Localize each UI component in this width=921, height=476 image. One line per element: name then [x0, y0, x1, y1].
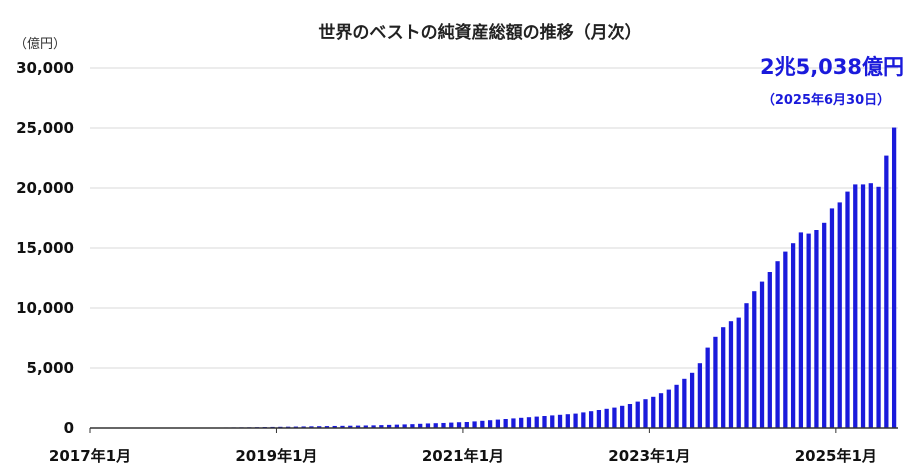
bar: [511, 418, 516, 428]
bar: [565, 414, 570, 428]
y-tick-label: 25,000: [16, 119, 74, 137]
bar: [301, 426, 306, 428]
y-axis-unit-label: （億円）: [14, 36, 66, 52]
bar: [790, 243, 796, 428]
bar: [363, 425, 368, 428]
bar: [410, 424, 415, 428]
bar: [814, 230, 819, 428]
bar: [542, 416, 547, 428]
bar: [728, 321, 734, 428]
annotation-value-label: 2兆5,038億円: [760, 55, 904, 79]
bar: [472, 421, 477, 428]
bar: [355, 425, 361, 428]
bar: [581, 412, 586, 428]
bar: [480, 420, 485, 428]
bar: [721, 327, 726, 428]
y-tick-label: 15,000: [16, 239, 74, 257]
bar: [689, 372, 695, 428]
bar: [752, 291, 757, 428]
bar: [441, 422, 446, 428]
bar: [456, 422, 462, 428]
bar: [651, 396, 656, 428]
bar: [853, 184, 858, 428]
bar: [526, 417, 532, 428]
x-tick-label: 2025年1月: [795, 447, 877, 465]
bar: [666, 389, 671, 428]
bar: [573, 413, 578, 428]
bar: [487, 420, 493, 428]
bar: [884, 155, 889, 428]
bar: [394, 424, 400, 428]
x-tick-label: 2019年1月: [235, 447, 317, 465]
bar: [620, 405, 625, 428]
bar: [340, 425, 345, 428]
annotation-date-label: （2025年6月30日）: [762, 92, 890, 108]
bar: [845, 191, 850, 428]
bar: [402, 424, 407, 428]
bar: [767, 272, 772, 428]
bar: [557, 414, 563, 428]
bar-series: [169, 127, 897, 428]
bar: [759, 281, 765, 428]
bar: [829, 208, 835, 428]
bar: [837, 202, 842, 428]
bar: [386, 424, 392, 428]
y-tick-label: 30,000: [16, 59, 74, 77]
bar: [503, 419, 508, 428]
x-tick-label: 2021年1月: [422, 447, 504, 465]
bar: [713, 336, 718, 428]
y-tick-label: 10,000: [16, 299, 74, 317]
bar: [806, 233, 811, 428]
bar: [464, 422, 469, 428]
bar: [744, 303, 749, 428]
bar: [433, 423, 438, 428]
bar: [876, 186, 881, 428]
bar: [332, 425, 337, 428]
bar: [736, 317, 741, 428]
bar: [596, 410, 602, 428]
y-tick-labels: 0 5,000 10,000 15,000 20,000 25,000 30,000: [16, 59, 74, 437]
x-tick-labels: 2017年1月 2019年1月 2021年1月 2023年1月 2025年1月: [49, 428, 877, 465]
bar: [449, 422, 454, 428]
bar: [705, 347, 710, 428]
bar: [643, 399, 648, 428]
bar: [783, 251, 788, 428]
bar: [379, 425, 384, 428]
x-tick-label: 2023年1月: [608, 447, 690, 465]
bar: [371, 425, 376, 428]
bar: [495, 419, 501, 428]
y-tick-label: 0: [64, 419, 74, 437]
bar: [635, 401, 640, 428]
bar: [418, 423, 423, 428]
bar: [324, 426, 330, 428]
bar: [775, 261, 780, 428]
bar: [682, 378, 687, 428]
bar: [674, 384, 679, 428]
bar: [697, 363, 703, 428]
bar: [627, 404, 633, 428]
bar: [891, 127, 897, 428]
bar: [317, 426, 322, 428]
bar: [550, 415, 555, 428]
bar: [534, 416, 539, 428]
bar: [425, 423, 431, 428]
chart-title: 世界のベストの純資産総額の推移（月次）: [318, 22, 641, 43]
y-tick-label: 5,000: [27, 359, 74, 377]
bar: [798, 232, 804, 428]
bar: [822, 222, 827, 428]
bar: [860, 184, 866, 428]
bar: [588, 411, 594, 428]
bar: [658, 393, 664, 428]
bar: [868, 183, 873, 428]
y-tick-label: 20,000: [16, 179, 74, 197]
bar: [348, 425, 353, 428]
x-tick-label: 2017年1月: [49, 447, 131, 465]
bar: [309, 426, 314, 428]
bar: [519, 417, 524, 428]
bar: [604, 408, 609, 428]
bar: [612, 407, 617, 428]
